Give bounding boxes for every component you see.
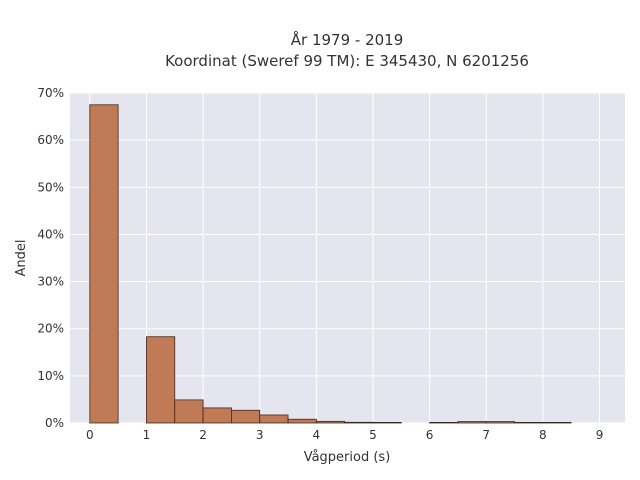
histogram-bar bbox=[514, 421, 544, 424]
x-axis-label: Vågperiod (s) bbox=[304, 450, 391, 465]
histogram-bar bbox=[89, 104, 119, 424]
y-tick-label: 0% bbox=[45, 416, 64, 430]
x-tick-label: 5 bbox=[369, 428, 377, 442]
histogram-bar bbox=[287, 418, 317, 424]
x-tick-label: 6 bbox=[426, 428, 434, 442]
x-tick-label: 3 bbox=[256, 428, 264, 442]
y-axis-label: Andel bbox=[14, 240, 29, 277]
histogram-bar bbox=[174, 399, 204, 424]
chart-title-line-1: År 1979 - 2019 bbox=[291, 30, 404, 49]
x-tick-label: 9 bbox=[596, 428, 604, 442]
histogram-bar bbox=[259, 414, 289, 424]
y-tick-label: 30% bbox=[37, 275, 64, 289]
histogram-bar bbox=[146, 336, 176, 424]
histogram-bar bbox=[429, 421, 459, 424]
y-tick-label: 70% bbox=[37, 86, 64, 100]
bars bbox=[89, 104, 572, 424]
x-tick-label: 1 bbox=[143, 428, 151, 442]
histogram-bar bbox=[485, 421, 515, 424]
x-tick-label: 4 bbox=[313, 428, 321, 442]
y-tick-label: 20% bbox=[37, 322, 64, 336]
x-tick-label: 2 bbox=[199, 428, 207, 442]
histogram-bar bbox=[202, 407, 232, 424]
histogram-bar bbox=[457, 421, 487, 424]
x-tick-label: 7 bbox=[482, 428, 490, 442]
y-tick-label: 60% bbox=[37, 133, 64, 147]
histogram-bar bbox=[344, 421, 374, 424]
x-tick-label: 0 bbox=[86, 428, 94, 442]
histogram-bar bbox=[372, 421, 402, 424]
histogram-bar bbox=[542, 421, 572, 424]
x-tick-labels: 0 1 2 3 4 5 6 7 8 9 bbox=[86, 428, 603, 442]
chart-title-line-2: Koordinat (Sweref 99 TM): E 345430, N 62… bbox=[165, 52, 529, 70]
y-tick-labels: 0% 10% 20% 30% 40% 50% 60% 70% bbox=[37, 86, 64, 430]
histogram-bar bbox=[315, 420, 346, 424]
y-tick-label: 40% bbox=[37, 227, 64, 241]
y-tick-label: 50% bbox=[37, 180, 64, 194]
histogram-bar bbox=[231, 409, 261, 424]
x-tick-label: 8 bbox=[539, 428, 547, 442]
y-tick-label: 10% bbox=[37, 369, 64, 383]
